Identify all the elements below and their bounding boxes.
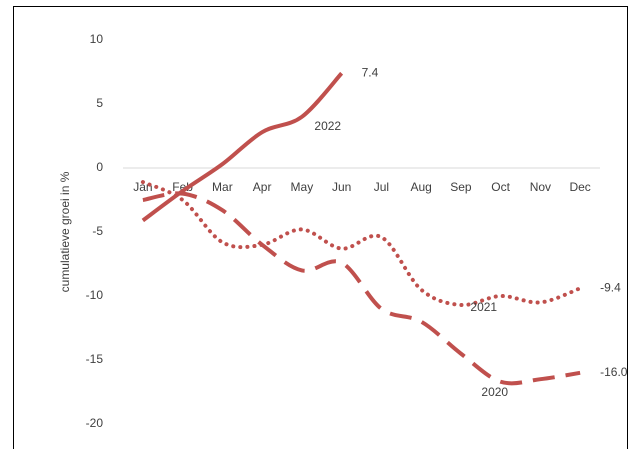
x-tick-label: Sep (450, 180, 472, 194)
x-tick-label: Apr (253, 180, 272, 194)
x-tick-label: Aug (410, 180, 431, 194)
y-axis-label: cumulatieve groei in % (58, 171, 72, 292)
y-tick-label: -5 (92, 224, 103, 238)
series-name: 2021 (470, 300, 497, 314)
y-tick-label: 0 (96, 160, 103, 174)
series-name: 2020 (481, 385, 508, 399)
y-tick-label: 10 (90, 32, 104, 46)
x-tick-label: Dec (569, 180, 590, 194)
x-tick-label: Feb (172, 180, 193, 194)
x-tick-label: Nov (530, 180, 551, 194)
x-tick-label: Mar (212, 180, 233, 194)
x-tick-label: Jun (332, 180, 351, 194)
series-line (142, 191, 581, 386)
series-line (141, 71, 344, 223)
x-tick-label: Oct (491, 180, 510, 194)
data-label: -9.4 (600, 280, 621, 294)
y-tick-label: -10 (86, 288, 104, 302)
data-label: 7.4 (362, 65, 379, 79)
frame (13, 6, 628, 449)
x-tick-label: Jul (374, 180, 389, 194)
series-name: 2022 (314, 119, 341, 133)
x-tick-label: May (291, 180, 314, 194)
series-line (140, 180, 583, 307)
y-tick-label: -15 (86, 352, 104, 366)
y-tick-label: -20 (86, 416, 104, 430)
y-tick-label: 5 (96, 96, 103, 110)
data-label: -16.0 (600, 365, 628, 379)
